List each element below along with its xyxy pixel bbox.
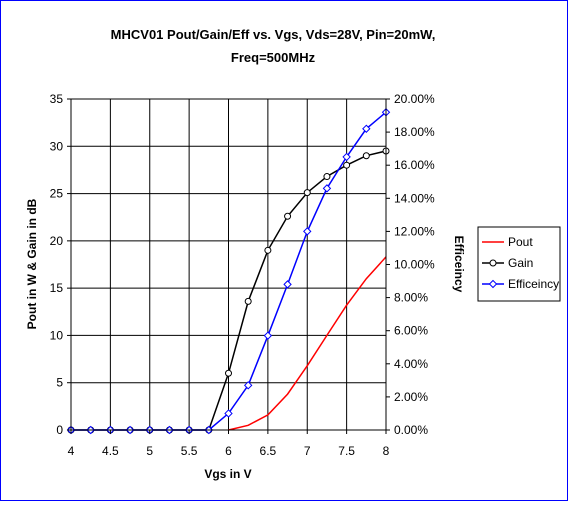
x-axis-ticks: 4 4.5 5 5.5 6 6.5 7 7.5 8 bbox=[68, 430, 390, 458]
y2-tick-label: 12.00% bbox=[394, 224, 435, 238]
efficeincy-data-point bbox=[263, 331, 273, 340]
x-tick-label: 6 bbox=[225, 444, 232, 458]
y-axis-ticks: 0 5 10 15 20 25 30 35 bbox=[50, 92, 71, 437]
y-tick-label: 20 bbox=[50, 234, 64, 248]
y-tick-label: 30 bbox=[50, 139, 64, 153]
x-tick-label: 5 bbox=[146, 444, 153, 458]
gain-data-point bbox=[284, 212, 292, 220]
y-axis-label: Pout in W & Gain in dB bbox=[25, 198, 39, 329]
y-tick-label: 35 bbox=[50, 92, 64, 106]
y-tick-label: 10 bbox=[50, 328, 64, 342]
x-tick-label: 7 bbox=[304, 444, 311, 458]
y2-tick-label: 14.00% bbox=[394, 191, 435, 205]
x-axis-label: Vgs in V bbox=[204, 467, 251, 481]
y2-axis-ticks: 0.00% 2.00% 4.00% 6.00% 8.00% 10.00% 12.00% 14.… bbox=[386, 92, 435, 437]
y-tick-label: 5 bbox=[56, 376, 63, 390]
y-tick-label: 0 bbox=[56, 423, 63, 437]
y2-tick-label: 16.00% bbox=[394, 158, 435, 172]
x-tick-label: 5.5 bbox=[181, 444, 198, 458]
chart-title-line-2: Freq=500MHz bbox=[231, 50, 316, 65]
y-tick-label: 25 bbox=[50, 187, 64, 201]
efficeincy-data-point bbox=[303, 227, 312, 236]
gain-data-point bbox=[362, 152, 370, 160]
efficeincy-data-point bbox=[243, 381, 253, 390]
legend-label-gain: Gain bbox=[508, 256, 533, 270]
pout-series-line bbox=[228, 256, 387, 431]
gain-data-point bbox=[264, 246, 272, 254]
x-tick-label: 6.5 bbox=[260, 444, 277, 458]
legend-label-pout: Pout bbox=[508, 235, 533, 249]
y2-tick-label: 0.00% bbox=[394, 423, 428, 437]
gain-data-point bbox=[343, 161, 351, 169]
y2-tick-label: 18.00% bbox=[394, 125, 435, 139]
gain-data-point bbox=[225, 369, 232, 377]
legend-marker-efficeincy bbox=[488, 279, 498, 289]
efficeincy-data-point bbox=[342, 152, 351, 162]
y2-tick-label: 8.00% bbox=[394, 291, 428, 305]
legend-marker-gain bbox=[489, 259, 497, 267]
gain-data-point bbox=[323, 173, 331, 181]
x-tick-label: 4 bbox=[68, 444, 75, 458]
x-tick-label: 4.5 bbox=[102, 444, 119, 458]
x-tick-label: 8 bbox=[383, 444, 390, 458]
y2-tick-label: 4.00% bbox=[394, 357, 428, 371]
efficeincy-data-point bbox=[224, 409, 233, 418]
x-tick-label: 7.5 bbox=[338, 444, 355, 458]
y-tick-label: 15 bbox=[50, 281, 64, 295]
y2-tick-label: 2.00% bbox=[394, 390, 428, 404]
gain-data-point bbox=[244, 297, 252, 305]
legend-label-efficeincy: Efficeincy bbox=[508, 277, 559, 291]
legend: Pout Gain Efficeincy bbox=[482, 235, 559, 291]
y2-tick-label: 10.00% bbox=[394, 258, 435, 272]
efficeincy-data-point bbox=[322, 184, 332, 193]
y2-tick-label: 6.00% bbox=[394, 324, 428, 338]
efficeincy-data-point bbox=[362, 124, 371, 133]
gain-data-point bbox=[303, 189, 311, 197]
chart-title-line-1: MHCV01 Pout/Gain/Eff vs. Vgs, Vds=28V, P… bbox=[111, 27, 436, 42]
y2-tick-label: 20.00% bbox=[394, 92, 435, 106]
y2-axis-label: Efficeincy bbox=[452, 236, 466, 293]
efficeincy-data-point bbox=[283, 280, 292, 289]
